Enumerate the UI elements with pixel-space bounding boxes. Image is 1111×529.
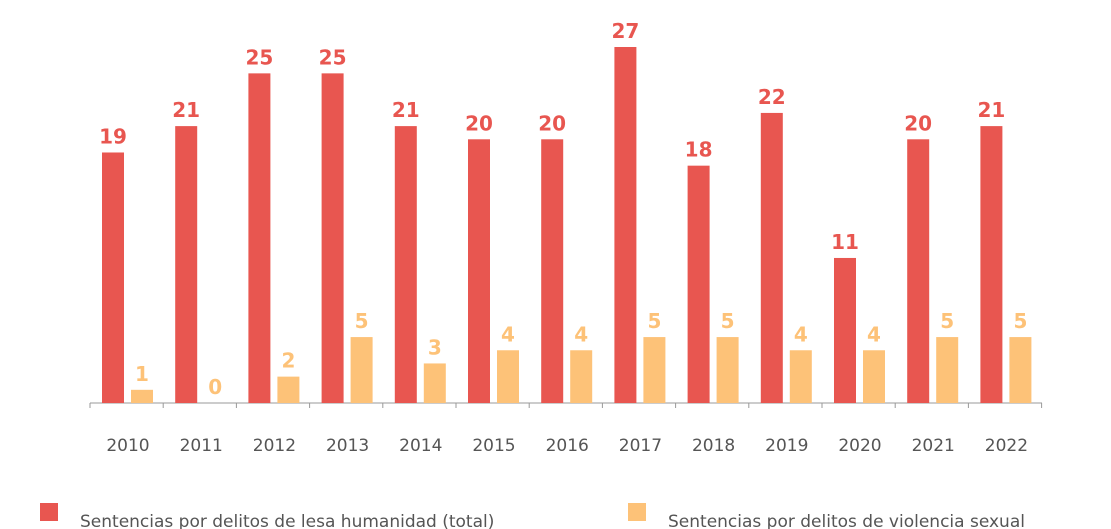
- value-label: 5: [940, 309, 954, 333]
- value-label: 3: [428, 335, 442, 359]
- bar: [131, 389, 153, 403]
- bar: [1009, 337, 1032, 403]
- bar: [936, 337, 959, 403]
- x-tick-label: 2010: [106, 436, 149, 456]
- x-tick-label: 2012: [253, 436, 296, 456]
- value-label: 2: [281, 349, 295, 373]
- value-label: 21: [172, 98, 200, 122]
- bar: [541, 139, 564, 403]
- value-label: 21: [977, 98, 1005, 122]
- value-label: 27: [611, 19, 639, 43]
- bar: [175, 126, 198, 403]
- legend-label: Sentencias por delitos de lesa humanidad…: [80, 512, 494, 529]
- x-tick-label: 2011: [180, 436, 223, 456]
- value-label: 4: [574, 322, 588, 346]
- x-tick-label: 2016: [546, 436, 589, 456]
- bar: [394, 126, 417, 403]
- bar: [834, 257, 856, 403]
- value-label: 1: [135, 362, 149, 386]
- bar: [423, 363, 446, 403]
- value-label: 19: [99, 124, 127, 148]
- value-label: 25: [319, 45, 347, 69]
- x-tick-label: 2020: [838, 436, 881, 456]
- x-tick-label: 2015: [472, 436, 515, 456]
- bar: [570, 350, 593, 403]
- bar: [350, 337, 373, 403]
- bar: [789, 350, 812, 403]
- x-tick-label: 2017: [619, 436, 662, 456]
- bar: [248, 73, 271, 404]
- x-tick-label: 2013: [326, 436, 369, 456]
- legend-swatch: [40, 503, 58, 521]
- value-label: 20: [904, 111, 932, 135]
- bar: [321, 73, 344, 404]
- bar: [277, 376, 300, 403]
- x-tick-label: 2021: [912, 436, 955, 456]
- bar: [863, 350, 885, 403]
- value-label: 5: [1013, 309, 1027, 333]
- bar: [716, 337, 739, 403]
- value-label: 4: [867, 322, 881, 346]
- value-label: 20: [538, 111, 566, 135]
- value-label: 18: [685, 138, 713, 162]
- value-label: 11: [831, 230, 859, 254]
- value-label: 5: [647, 309, 661, 333]
- x-tick-label: 2019: [765, 436, 808, 456]
- value-label: 21: [392, 98, 420, 122]
- x-tick-label: 2018: [692, 436, 735, 456]
- bar: [760, 112, 783, 403]
- value-label: 20: [465, 111, 493, 135]
- bar: [907, 139, 930, 403]
- value-label: 4: [501, 322, 515, 346]
- bar: [980, 126, 1003, 403]
- value-label: 25: [245, 45, 273, 69]
- x-tick-label: 2022: [985, 436, 1028, 456]
- legend-label: Sentencias por delitos de violencia sexu…: [668, 512, 1025, 529]
- value-label: 5: [721, 309, 735, 333]
- bar: [687, 165, 710, 403]
- value-label: 0: [208, 375, 222, 399]
- value-label: 4: [794, 322, 808, 346]
- bar: [102, 152, 124, 403]
- legend-swatch: [628, 503, 646, 521]
- bar: [614, 47, 637, 403]
- bar: [497, 350, 519, 403]
- value-label: 22: [758, 85, 786, 109]
- bar: [468, 139, 490, 403]
- bar: [643, 337, 666, 403]
- x-tick-label: 2014: [399, 436, 442, 456]
- value-label: 5: [355, 309, 369, 333]
